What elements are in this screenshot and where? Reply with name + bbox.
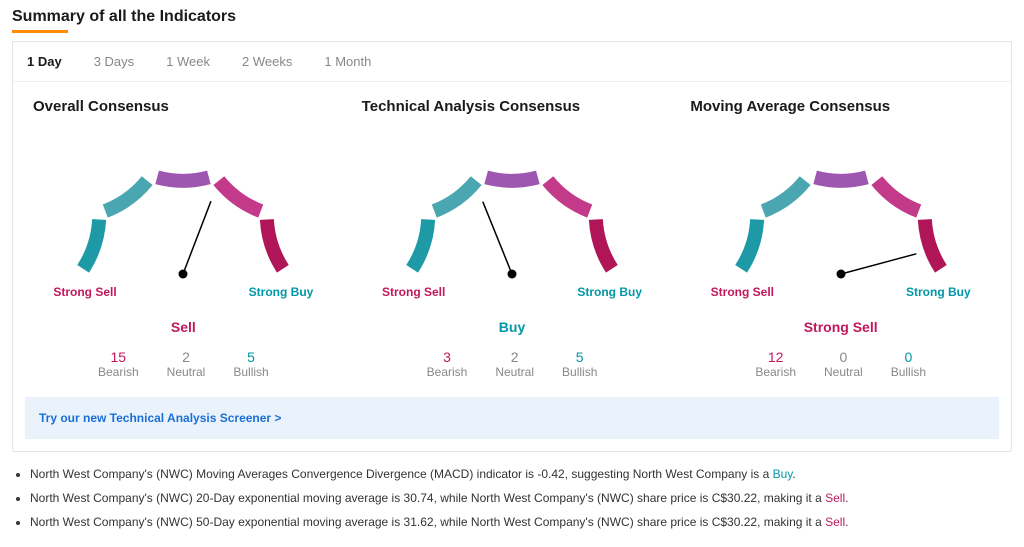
- gauge-counts: 3 Bearish 2 Neutral 5 Bullish: [354, 349, 671, 379]
- page-title: Summary of all the Indicators: [12, 8, 1012, 26]
- count-bullish: 5 Bullish: [562, 349, 597, 379]
- count-bullish: 0 Bullish: [891, 349, 926, 379]
- count-neutral: 2 Neutral: [495, 349, 534, 379]
- indicators-summary: Summary of all the Indicators 1 Day 3 Day…: [0, 0, 1024, 547]
- note-post: .: [845, 515, 848, 529]
- gauge-dial: [711, 139, 971, 289]
- gauge-dial: [382, 139, 642, 289]
- gauge-verdict: Buy: [354, 319, 671, 335]
- note-text: North West Company's (NWC) Moving Averag…: [30, 467, 773, 481]
- screener-promo: Try our new Technical Analysis Screener …: [25, 397, 999, 439]
- gauge-title: Technical Analysis Consensus: [354, 98, 671, 115]
- note-tag: Buy: [773, 467, 793, 481]
- note-post: .: [792, 467, 795, 481]
- note-tag: Sell: [825, 515, 845, 529]
- tab-1-week[interactable]: 1 Week: [164, 42, 212, 81]
- gauge-card-0: Overall Consensus Strong Sell Strong Buy…: [25, 98, 342, 379]
- title-underline: [12, 30, 68, 33]
- gauge-title: Moving Average Consensus: [682, 98, 999, 115]
- gauge-counts: 15 Bearish 2 Neutral 5 Bullish: [25, 349, 342, 379]
- indicators-card: 1 Day 3 Days 1 Week 2 Weeks 1 Month Overall …: [12, 41, 1012, 452]
- analysis-note: North West Company's (NWC) 20-Day expone…: [30, 490, 1012, 506]
- gauge-verdict: Sell: [25, 319, 342, 335]
- gauge-counts: 12 Bearish 0 Neutral 0 Bullish: [682, 349, 999, 379]
- note-tag: Sell: [825, 491, 845, 505]
- count-bearish: 3 Bearish: [427, 349, 468, 379]
- count-neutral: 2 Neutral: [167, 349, 206, 379]
- count-bearish: 15 Bearish: [98, 349, 139, 379]
- gauge-dial: [53, 139, 313, 289]
- tab-3-days[interactable]: 3 Days: [92, 42, 136, 81]
- analysis-note: North West Company's (NWC) Moving Averag…: [30, 466, 1012, 482]
- note-text: North West Company's (NWC) 50-Day expone…: [30, 515, 825, 529]
- note-text: North West Company's (NWC) 20-Day expone…: [30, 491, 825, 505]
- count-bearish: 12 Bearish: [755, 349, 796, 379]
- tab-1-day[interactable]: 1 Day: [25, 42, 64, 81]
- gauge-card-2: Moving Average Consensus Strong Sell Str…: [682, 98, 999, 379]
- tab-1-month[interactable]: 1 Month: [322, 42, 373, 81]
- gauges-row: Overall Consensus Strong Sell Strong Buy…: [25, 98, 999, 379]
- gauge-title: Overall Consensus: [25, 98, 342, 115]
- analysis-note: North West Company's (NWC) 50-Day expone…: [30, 514, 1012, 530]
- note-post: .: [845, 491, 848, 505]
- analysis-notes: North West Company's (NWC) Moving Averag…: [12, 466, 1012, 531]
- gauge-verdict: Strong Sell: [682, 319, 999, 335]
- count-neutral: 0 Neutral: [824, 349, 863, 379]
- gauge-card-1: Technical Analysis Consensus Strong Sell…: [354, 98, 671, 379]
- timeframe-tabs: 1 Day 3 Days 1 Week 2 Weeks 1 Month: [13, 42, 1011, 82]
- count-bullish: 5 Bullish: [233, 349, 268, 379]
- screener-link[interactable]: Try our new Technical Analysis Screener …: [39, 411, 281, 425]
- tab-2-weeks[interactable]: 2 Weeks: [240, 42, 294, 81]
